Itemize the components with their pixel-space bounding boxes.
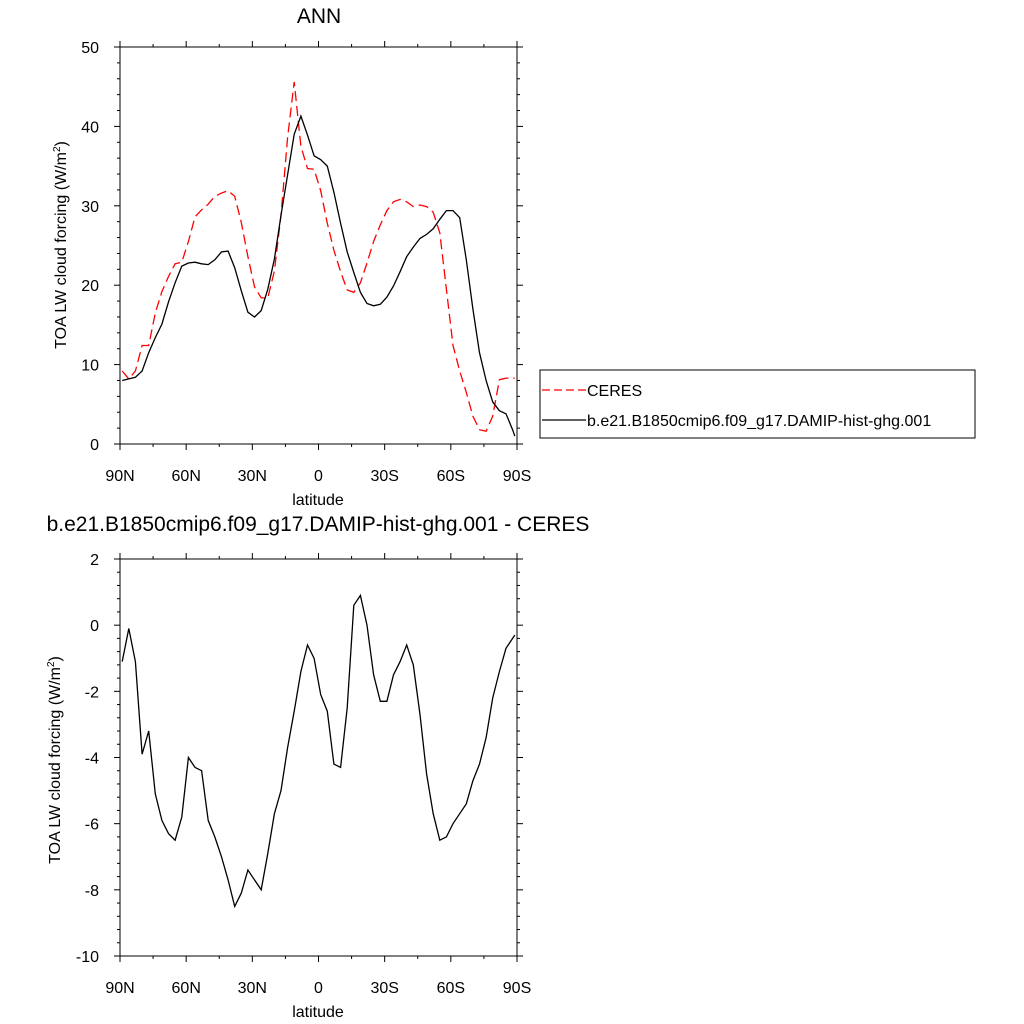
difference-series-line — [121, 593, 516, 909]
y-tick-label: 50 — [81, 40, 99, 57]
bottom-x-axis-label: latitude — [292, 1004, 344, 1021]
y-tick-label: -4 — [85, 751, 99, 768]
top-x-tick-labels: 90N 60N 30N 0 30S 60S 90S — [105, 468, 531, 485]
x-tick-label: 30S — [370, 980, 398, 997]
legend-box — [539, 369, 976, 439]
top-y-tick-labels: 0 10 20 30 40 50 — [81, 40, 99, 454]
x-tick-label: 90S — [503, 980, 531, 997]
bottom-plot-frame — [119, 558, 518, 957]
x-tick-label: 30N — [238, 468, 267, 485]
legend: CERES b.e21.B1850cmip6.f09_g17.DAMIP-his… — [539, 369, 976, 439]
bottom-ticks — [114, 553, 523, 962]
y-tick-label: 0 — [90, 618, 99, 635]
top-x-axis-label: latitude — [292, 492, 344, 509]
y-tick-label: 2 — [90, 552, 99, 569]
x-tick-label: 30S — [370, 468, 398, 485]
y-tick-label: 30 — [81, 199, 99, 216]
top-ticks — [114, 41, 523, 450]
y-tick-label: -8 — [85, 883, 99, 900]
x-tick-label: 30N — [238, 980, 267, 997]
y-tick-label: 10 — [81, 358, 99, 375]
top-plot-frame — [119, 46, 518, 445]
x-tick-label: 90N — [105, 468, 134, 485]
bottom-x-tick-labels: 90N 60N 30N 0 30S 60S 90S — [105, 980, 531, 997]
x-tick-label: 60N — [172, 980, 201, 997]
y-tick-label: 40 — [81, 119, 99, 136]
model-series-line — [122, 114, 516, 437]
x-tick-label: 60S — [437, 980, 465, 997]
top-chart-title: ANN — [297, 5, 341, 28]
top-chart-panel: ANN 90N 60N 30N 0 30S 60S 90S 0 10 20 30… — [52, 5, 976, 509]
x-tick-label: 60S — [437, 468, 465, 485]
y-tick-label: 20 — [81, 278, 99, 295]
ceres-series-line — [121, 81, 515, 433]
x-tick-label: 0 — [314, 468, 323, 485]
x-tick-label: 90N — [105, 980, 134, 997]
x-tick-label: 0 — [314, 980, 323, 997]
legend-label-ceres: CERES — [587, 383, 642, 400]
legend-label-model: b.e21.B1850cmip6.f09_g17.DAMIP-hist-ghg.… — [587, 413, 931, 430]
top-y-axis-label: TOA LW cloud forcing (W/m2) — [52, 141, 70, 349]
bottom-chart-panel: b.e21.B1850cmip6.f09_g17.DAMIP-hist-ghg.… — [46, 513, 589, 1021]
x-tick-label: 90S — [503, 468, 531, 485]
y-tick-label: -6 — [85, 817, 99, 834]
y-tick-label: -10 — [76, 949, 99, 966]
y-tick-label: 0 — [90, 437, 99, 454]
y-tick-label: -2 — [85, 684, 99, 701]
bottom-y-axis-label: TOA LW cloud forcing (W/m2) — [46, 656, 64, 864]
x-tick-label: 60N — [172, 468, 201, 485]
bottom-chart-title: b.e21.B1850cmip6.f09_g17.DAMIP-hist-ghg.… — [47, 513, 590, 536]
bottom-y-tick-labels: -10 -8 -6 -4 -2 0 2 — [76, 552, 99, 966]
